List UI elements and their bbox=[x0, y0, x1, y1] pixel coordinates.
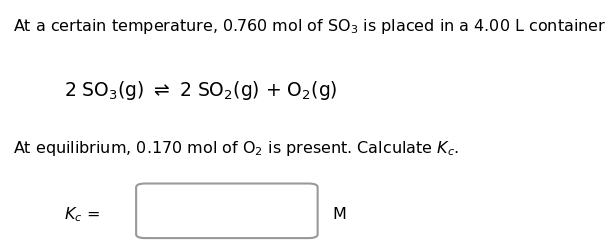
Text: $K_c$ =: $K_c$ = bbox=[64, 205, 99, 224]
Text: At equilibrium, 0.170 mol of O$_2$ is present. Calculate $K_c$.: At equilibrium, 0.170 mol of O$_2$ is pr… bbox=[13, 139, 459, 158]
Text: 2 SO$_3$(g) $\rightleftharpoons$ 2 SO$_2$(g) + O$_2$(g): 2 SO$_3$(g) $\rightleftharpoons$ 2 SO$_2… bbox=[64, 79, 337, 102]
FancyBboxPatch shape bbox=[136, 184, 318, 238]
Text: M: M bbox=[333, 207, 347, 222]
Text: At a certain temperature, 0.760 mol of SO$_3$ is placed in a 4.00 L container.: At a certain temperature, 0.760 mol of S… bbox=[13, 17, 605, 36]
